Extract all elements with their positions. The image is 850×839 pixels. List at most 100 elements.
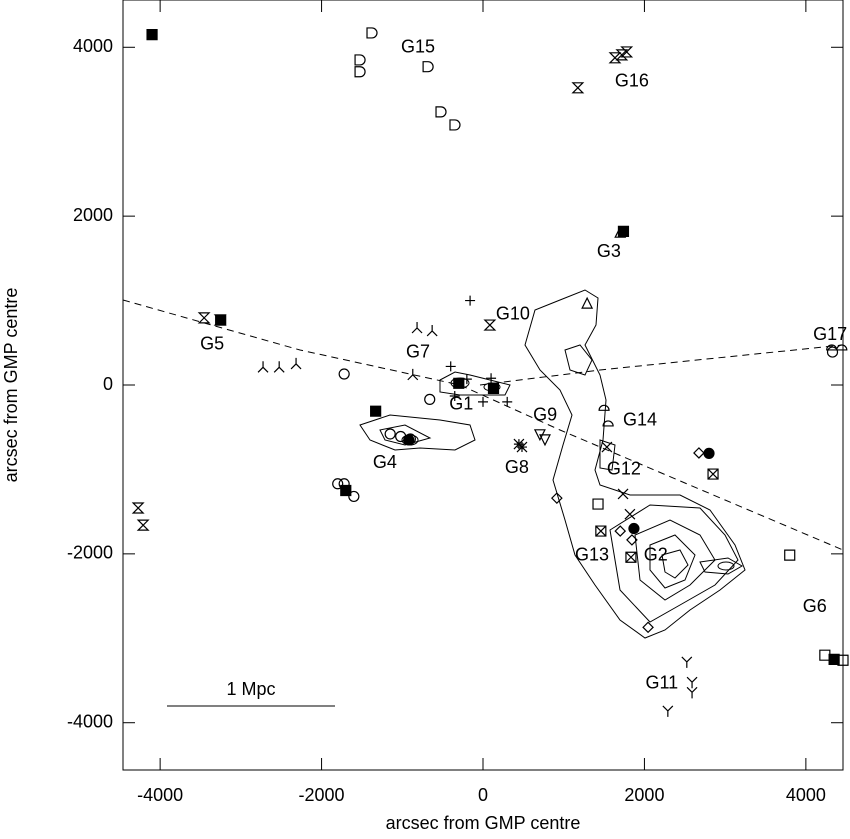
point xyxy=(624,508,636,520)
point xyxy=(826,346,839,358)
point xyxy=(628,523,640,535)
group-label: G6 xyxy=(803,596,827,616)
x-tick-label: 4000 xyxy=(786,785,826,805)
point xyxy=(837,654,849,666)
y-tick-label: -4000 xyxy=(67,711,113,731)
point xyxy=(642,621,654,634)
group-label: G11 xyxy=(645,673,678,693)
point xyxy=(146,29,158,41)
scale-label: 1 Mpc xyxy=(226,679,275,699)
group-label: G14 xyxy=(623,410,657,430)
group-label: G10 xyxy=(496,304,530,324)
point xyxy=(693,447,705,459)
group-label: G2 xyxy=(644,545,668,565)
point xyxy=(581,296,594,309)
point xyxy=(449,119,461,131)
point xyxy=(338,368,350,380)
point xyxy=(707,468,719,480)
point xyxy=(426,324,438,337)
point xyxy=(453,377,465,389)
point xyxy=(465,295,476,306)
point xyxy=(370,405,382,417)
point xyxy=(819,649,831,661)
x-axis-label: arcsec from GMP centre xyxy=(386,813,581,833)
point xyxy=(703,447,715,459)
point xyxy=(551,492,563,504)
point xyxy=(257,361,269,373)
x-tick-label: 0 xyxy=(478,785,488,805)
point xyxy=(290,357,302,370)
group-label: G4 xyxy=(373,452,397,472)
point xyxy=(836,344,848,351)
point xyxy=(348,490,360,502)
group-label: G8 xyxy=(505,457,529,477)
dashed-line xyxy=(122,299,844,551)
point xyxy=(828,653,840,665)
group-label: G17 xyxy=(813,324,847,344)
point xyxy=(340,484,352,497)
point xyxy=(422,61,434,73)
group-label: G3 xyxy=(597,241,621,261)
point xyxy=(617,488,629,500)
point xyxy=(486,373,497,384)
group-label: G1 xyxy=(449,394,473,414)
point xyxy=(625,551,637,563)
point xyxy=(598,404,610,411)
point xyxy=(354,54,366,66)
point xyxy=(539,434,551,447)
point xyxy=(384,428,396,440)
group-label: G5 xyxy=(200,334,224,354)
point xyxy=(197,312,211,324)
group-label: G9 xyxy=(533,405,557,425)
point xyxy=(404,433,416,445)
group-label: G15 xyxy=(401,36,435,56)
point xyxy=(516,441,528,453)
point xyxy=(571,82,585,94)
point xyxy=(487,382,500,394)
point xyxy=(461,374,472,385)
point xyxy=(213,314,227,326)
point xyxy=(366,27,378,39)
point xyxy=(136,519,150,531)
point xyxy=(449,390,460,401)
point xyxy=(502,396,513,407)
y-tick-label: 0 xyxy=(103,374,113,394)
point xyxy=(411,322,423,334)
point xyxy=(784,549,796,561)
point xyxy=(483,319,497,331)
point xyxy=(424,393,436,405)
point xyxy=(614,525,627,537)
point xyxy=(614,225,627,238)
point xyxy=(686,676,698,689)
point xyxy=(620,46,634,58)
y-axis-label: arcsec from GMP centre xyxy=(1,288,21,483)
group-label: G7 xyxy=(406,342,430,362)
point xyxy=(601,441,613,453)
point xyxy=(338,478,350,490)
point xyxy=(435,106,447,118)
point xyxy=(445,361,456,372)
point xyxy=(595,525,607,537)
point xyxy=(478,396,488,407)
y-tick-label: 2000 xyxy=(73,205,113,225)
point xyxy=(354,66,366,78)
x-tick-label: -2000 xyxy=(299,785,345,805)
y-tick-label: 4000 xyxy=(73,36,113,56)
point xyxy=(662,705,674,717)
point xyxy=(131,502,145,514)
group-label: G13 xyxy=(575,545,609,565)
x-tick-label: 2000 xyxy=(624,785,664,805)
point xyxy=(332,478,344,490)
dashed-line xyxy=(479,344,844,386)
point xyxy=(407,368,419,381)
y-tick-label: -2000 xyxy=(67,543,113,563)
point xyxy=(686,686,698,699)
point xyxy=(626,534,638,546)
x-tick-label: -4000 xyxy=(137,785,183,805)
point xyxy=(592,498,604,510)
point xyxy=(681,656,693,668)
point xyxy=(273,361,285,373)
group-label: G16 xyxy=(615,71,649,91)
group-label: G12 xyxy=(607,459,641,479)
